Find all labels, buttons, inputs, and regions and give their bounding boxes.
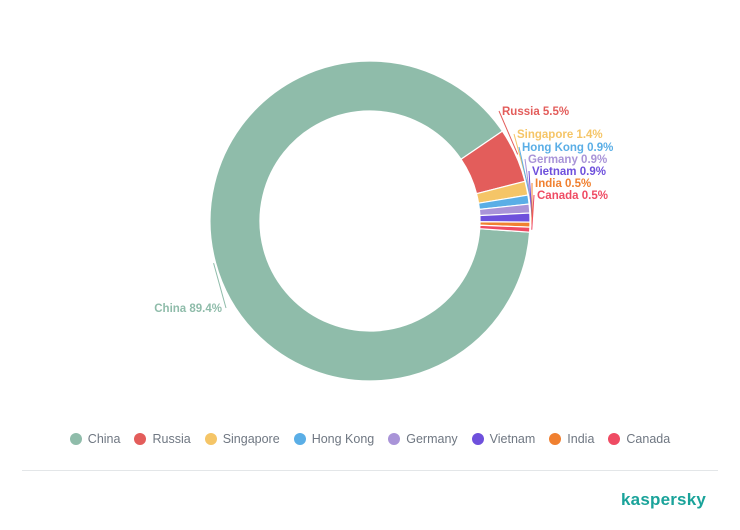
legend-item-hong-kong: Hong Kong — [293, 432, 375, 446]
legend-label: Hong Kong — [311, 432, 375, 446]
slice-label-canada: Canada 0.5% — [537, 190, 608, 202]
divider — [22, 470, 718, 471]
slice-label-singapore: Singapore 1.4% — [517, 129, 603, 141]
leader-line — [528, 170, 533, 218]
legend-label: China — [87, 432, 121, 446]
legend-item-canada: Canada — [608, 432, 670, 446]
leader-line — [498, 110, 519, 155]
donut-chart: China 89.4% Russia 5.5% Singapore 1.4%Hong… — [154, 60, 613, 382]
legend-label: Germany — [406, 432, 458, 446]
slice-label-hong-kong: Hong Kong 0.9% — [522, 142, 613, 154]
legend-dot-icon — [134, 433, 147, 445]
legend-dot-icon — [388, 433, 401, 445]
legend-label: Vietnam — [489, 432, 536, 446]
legend-item-germany: Germany — [388, 432, 458, 446]
legend-label: India — [567, 432, 595, 446]
slice-label-germany: Germany 0.9% — [528, 154, 607, 166]
legend-item-india: India — [549, 432, 594, 446]
legend-dot-icon — [471, 433, 484, 445]
legend-label: Canada — [626, 432, 671, 446]
legend-item-singapore: Singapore — [204, 432, 280, 446]
legend-label: Russia — [152, 432, 191, 446]
slice-labels: China 89.4% Russia 5.5% Singapore 1.4%Hong… — [154, 106, 613, 315]
slice-label-vietnam: Vietnam 0.9% — [532, 166, 606, 178]
legend-label: Singapore — [222, 432, 280, 446]
leader-line — [213, 263, 227, 309]
legend-item-china: China — [69, 432, 121, 446]
legend-dot-icon — [293, 433, 306, 445]
slice-canada — [479, 224, 531, 233]
slice-label-india: India 0.5% — [535, 178, 591, 190]
donut-slices — [209, 60, 531, 382]
kaspersky-logo: kaspersky — [621, 490, 706, 509]
legend-dot-icon — [204, 433, 217, 445]
legend-dot-icon — [549, 433, 562, 445]
label-leader-lines — [213, 110, 535, 309]
slice-label-china: China 89.4% — [154, 303, 222, 315]
legend-dot-icon — [608, 433, 621, 445]
slice-label-russia: Russia 5.5% — [502, 106, 569, 118]
chart-legend: China Russia Singapore Hong Kong Germany… — [0, 432, 740, 446]
legend-item-russia: Russia — [134, 432, 191, 446]
leader-line — [531, 194, 535, 230]
legend-item-vietnam: Vietnam — [471, 432, 536, 446]
slice-china — [209, 60, 531, 382]
legend-dot-icon — [69, 433, 82, 445]
leader-line — [518, 146, 532, 200]
